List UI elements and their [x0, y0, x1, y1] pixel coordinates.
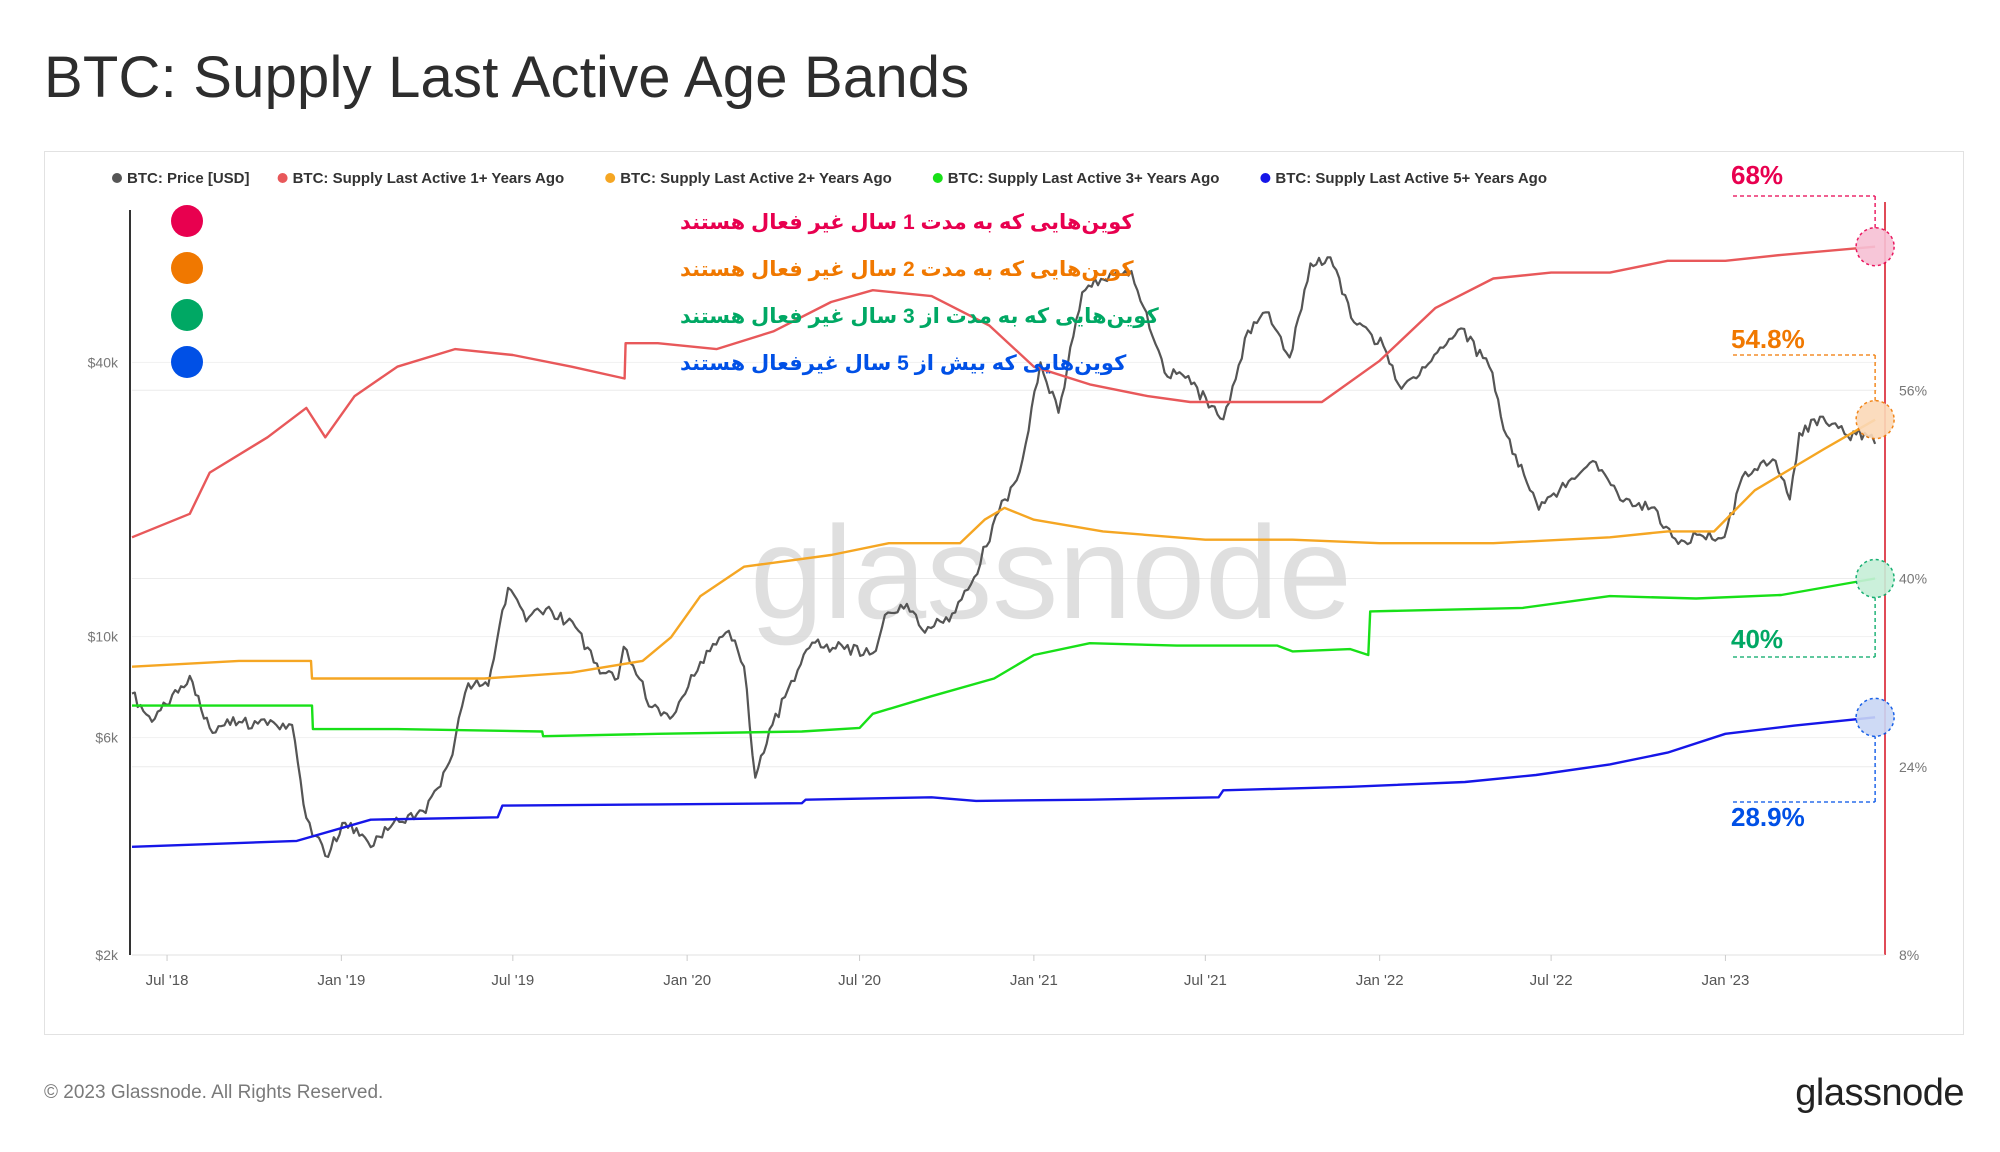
- callout-circle: [1855, 226, 1895, 267]
- x-tick-label: Jul '22: [1530, 972, 1573, 989]
- annotation-dot: [171, 299, 203, 331]
- x-tick-label: Jan '23: [1701, 972, 1749, 989]
- legend-item-label: BTC: Price [USD]: [127, 170, 250, 187]
- y-left-tick-label: $6k: [95, 730, 119, 746]
- chart-callouts: 68% 54.8% 40% 28.9%: [1731, 160, 1895, 832]
- y-left-tick-label: $2k: [95, 947, 119, 963]
- x-tick-label: Jan '20: [663, 972, 711, 989]
- x-tick-label: Jan '19: [317, 972, 365, 989]
- series-line: [132, 577, 1876, 738]
- annotation-dot: [171, 252, 203, 284]
- x-tick-label: Jul '21: [1184, 972, 1227, 989]
- annotation-text: کوین‌هایی که به مدت 1 سال غیر فعال هستند: [680, 211, 1134, 234]
- callout-circle: [1855, 697, 1895, 738]
- x-tick-label: Jul '19: [491, 972, 534, 989]
- legend-marker: [277, 173, 288, 183]
- x-tick-label: Jul '20: [838, 972, 881, 989]
- legend-marker: [605, 173, 616, 183]
- legend-marker: [112, 173, 122, 183]
- chart-panel: glassnode $2k $6k $10k $40k 8% 24% 40% 56% Jul '…: [44, 151, 1964, 1035]
- series-line: [131, 245, 1876, 539]
- series-line: [131, 256, 1877, 858]
- series-line: [131, 418, 1876, 680]
- chart-grid: [132, 361, 1877, 956]
- callout-label: 54.8%: [1731, 324, 1805, 354]
- line-chart: glassnode $2k $6k $10k $40k 8% 24% 40% 56% Jul '…: [88, 160, 1927, 989]
- y-left-tick-label: $10k: [88, 629, 119, 645]
- callout-label: 28.9%: [1731, 802, 1805, 832]
- annotation-text: کوین‌هایی که به مدت از 3 سال غیر فعال هس…: [680, 305, 1159, 328]
- legend-item-label: BTC: Supply Last Active 2+ Years Ago: [620, 170, 892, 187]
- legend-item-label: BTC: Supply Last Active 5+ Years Ago: [1275, 170, 1547, 187]
- glassnode-logo[interactable]: glassnode: [1795, 1072, 1964, 1114]
- watermark-text: glassnode: [750, 499, 1352, 646]
- annotation-text: کوین‌هایی که بیش از 5 سال غیرفعال هستند: [680, 352, 1127, 375]
- legend-item-label: BTC: Supply Last Active 3+ Years Ago: [948, 170, 1220, 187]
- legend-item-label: BTC: Supply Last Active 1+ Years Ago: [293, 170, 565, 187]
- callout-label: 68%: [1731, 160, 1783, 190]
- y-right-tick-label: 40%: [1899, 571, 1927, 587]
- page-title: BTC: Supply Last Active Age Bands: [44, 45, 970, 110]
- chart-legend: BTC: Price [USD] BTC: Supply Last Active …: [112, 170, 1547, 187]
- y-right-tick-label: 56%: [1899, 382, 1927, 398]
- y-right-tick-label: 24%: [1899, 759, 1927, 775]
- farsi-annotations: کوین‌هایی که به مدت 1 سال غیر فعال هستند…: [171, 205, 1159, 378]
- x-tick-label: Jul '18: [146, 972, 189, 989]
- y-left-tick-label: $40k: [88, 354, 119, 370]
- callout-circle: [1855, 558, 1895, 599]
- legend-marker: [932, 173, 943, 183]
- annotation-dot: [171, 205, 203, 237]
- chart-axes: $2k $6k $10k $40k 8% 24% 40% 56% Jul '18 Jan '19 J…: [88, 202, 1927, 989]
- legend-marker: [1260, 173, 1271, 183]
- copyright-text: © 2023 Glassnode. All Rights Reserved.: [44, 1082, 384, 1103]
- x-tick-label: Jan '21: [1010, 972, 1058, 989]
- chart-series: [131, 245, 1877, 858]
- annotation-dot: [171, 346, 203, 378]
- y-right-tick-label: 8%: [1899, 947, 1919, 963]
- callout-circle: [1855, 399, 1895, 440]
- x-tick-label: Jan '22: [1356, 972, 1404, 989]
- series-line: [131, 716, 1876, 848]
- callout-label: 40%: [1731, 624, 1783, 654]
- annotation-text: کوین‌هایی که به مدت 2 سال غیر فعال هستند: [680, 258, 1134, 281]
